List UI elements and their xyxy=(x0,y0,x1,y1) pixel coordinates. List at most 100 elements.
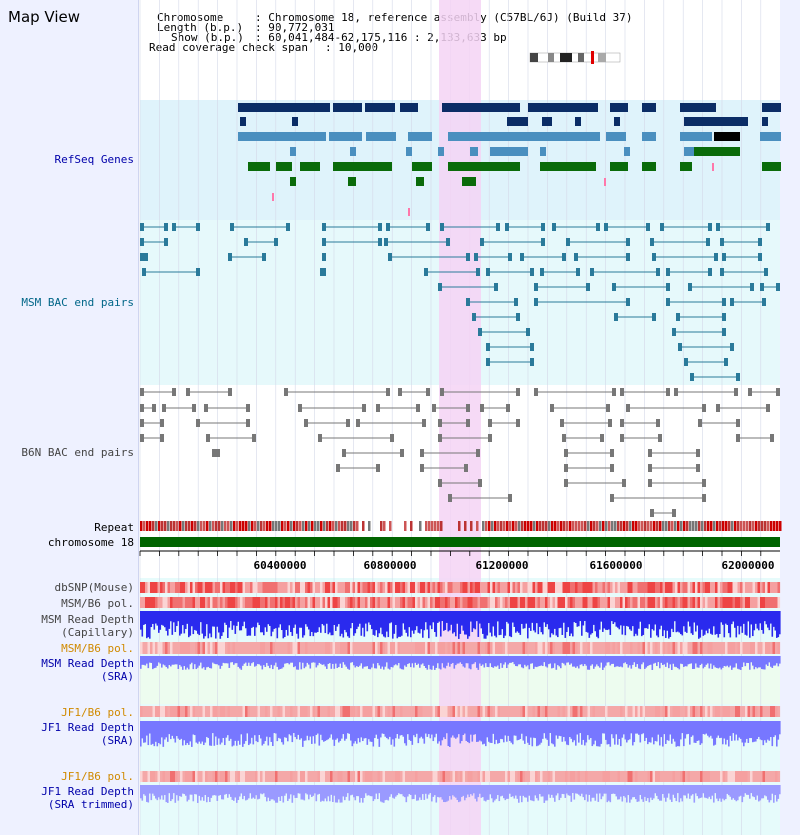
jf1-pol-trim-cell xyxy=(215,771,218,782)
jf1-trim-depth-bar xyxy=(389,785,391,797)
jf1-pol-trim-cell xyxy=(150,771,153,782)
msm-sra-depth-bar xyxy=(246,656,249,666)
jf1-trim-depth-bar xyxy=(605,785,607,794)
jf1-trim-depth-bar xyxy=(210,785,213,798)
dbsnp-cell xyxy=(662,582,666,593)
dbsnp-cell xyxy=(335,582,338,593)
msm-pol-sra-cell xyxy=(622,642,626,654)
jf1-pol-cell xyxy=(517,706,521,717)
msm-bac-pair-end xyxy=(530,268,534,276)
axis-tick-label: 60800000 xyxy=(364,559,417,572)
jf1-trim-depth-bar xyxy=(566,785,568,794)
msm-cap-depth-bar xyxy=(308,611,310,630)
msm-pol-sra-cell xyxy=(392,642,396,654)
msm-pol-cell xyxy=(337,597,341,608)
msm-sra-depth-bar xyxy=(723,656,726,666)
jf1-depth-bar xyxy=(311,721,313,744)
jf1-depth-bar xyxy=(683,721,685,747)
jf1-trim-depth-bar xyxy=(732,785,735,799)
jf1-trim-depth-bar xyxy=(570,785,573,802)
dbsnp-cell xyxy=(427,582,431,593)
msm-sra-depth-bar xyxy=(441,656,444,664)
jf1-trim-depth-bar xyxy=(378,785,381,794)
msm-cap-depth-bar xyxy=(729,611,732,638)
jf1-pol-cell xyxy=(622,706,626,717)
repeat-mark xyxy=(239,521,242,531)
msm-pol-cell xyxy=(572,597,576,608)
msm-pol-sra-cell xyxy=(680,642,683,654)
msm-pol-sra-cell xyxy=(395,642,398,654)
jf1-pol-trim-cell xyxy=(315,771,318,782)
msm-pol-sra-cell xyxy=(242,642,246,654)
msm-sra-depth-bar xyxy=(276,656,279,667)
jf1-depth-bar xyxy=(677,721,679,747)
jf1-depth-bar xyxy=(267,721,270,746)
msm-bac-pair-end xyxy=(530,343,534,351)
msm-sra-depth-bar xyxy=(686,656,688,667)
msm-bac-pair-end xyxy=(164,223,168,231)
msm-sra-depth-bar xyxy=(663,656,666,665)
jf1-pol-trim-cell xyxy=(757,771,761,782)
jf1-pol-cell xyxy=(327,706,331,717)
jf1-trim-depth-bar xyxy=(498,785,501,802)
dbsnp-cell xyxy=(402,582,406,593)
msm-cap-depth-bar xyxy=(224,611,226,623)
msm-pol-sra-cell xyxy=(290,642,293,654)
jf1-depth-bar xyxy=(759,721,762,740)
jf1-pol-cell xyxy=(362,706,366,717)
msm-pol-cell xyxy=(370,597,373,608)
msm-pol-sra-cell xyxy=(685,642,688,654)
repeat-mark xyxy=(368,521,371,531)
dbsnp-cell xyxy=(687,582,691,593)
dbsnp-cell xyxy=(307,582,311,593)
msm-cap-depth-bar xyxy=(464,611,466,635)
jf1-pol-cell xyxy=(437,706,441,717)
jf1-trim-depth-bar xyxy=(563,785,565,795)
jf1-pol-cell xyxy=(575,706,578,717)
msm-cap-depth-bar xyxy=(384,611,387,638)
track-label-refseq[interactable]: RefSeq Genes xyxy=(54,153,134,166)
msm-sra-depth-bar xyxy=(240,656,243,670)
msm-pol-sra-cell xyxy=(165,642,168,654)
repeat-mark xyxy=(485,521,488,531)
msm-cap-depth-bar xyxy=(542,611,544,635)
msm-pol-sra-cell xyxy=(442,642,446,654)
msm-cap-depth-bar xyxy=(237,611,240,622)
jf1-trim-depth-bar xyxy=(728,785,730,796)
msm-cap-depth-bar xyxy=(600,611,603,622)
msm-bac-pair-end xyxy=(424,268,428,276)
jf1-pol-trim-cell xyxy=(302,771,306,782)
jf1-pol-cell xyxy=(142,706,146,717)
msm-sra-depth-bar xyxy=(194,656,196,665)
msm-pol-sra-cell xyxy=(737,642,741,654)
b6n-bac-pair-end xyxy=(160,419,164,427)
msm-pol-sra-cell xyxy=(332,642,336,654)
track-label-b6n-bac[interactable]: B6N BAC end pairs xyxy=(21,446,134,459)
jf1-depth-bar xyxy=(602,721,604,734)
msm-pol-cell xyxy=(665,597,668,608)
msm-cap-depth-bar xyxy=(389,611,391,624)
jf1-depth-bar xyxy=(744,721,747,743)
msm-pol-sra-cell xyxy=(705,642,708,654)
msm-sra-depth-bar xyxy=(666,656,669,663)
msm-pol-sra-cell xyxy=(320,642,323,654)
repeat-mark xyxy=(545,521,548,531)
jf1-depth-bar xyxy=(500,721,502,739)
msm-sra-depth-bar xyxy=(477,656,480,670)
track-label-msm-bac[interactable]: MSM BAC end pairs xyxy=(21,296,134,309)
repeat-mark xyxy=(605,521,608,531)
jf1-trim-depth-bar xyxy=(573,785,576,800)
msm-sra-depth-bar xyxy=(378,656,381,666)
msm-pol-cell xyxy=(317,597,321,608)
jf1-pol-trim-cell xyxy=(460,771,463,782)
msm-pol-cell xyxy=(492,597,496,608)
jf1-depth-bar xyxy=(735,721,738,735)
b6n-bac-pair-end xyxy=(648,479,652,487)
jf1-pol-cell xyxy=(632,706,636,717)
repeat-mark xyxy=(224,521,227,531)
jf1-depth-bar xyxy=(545,721,547,739)
jf1-trim-depth-bar xyxy=(776,785,778,802)
jf1-trim-depth-bar xyxy=(662,785,664,795)
dbsnp-cell xyxy=(705,582,708,593)
